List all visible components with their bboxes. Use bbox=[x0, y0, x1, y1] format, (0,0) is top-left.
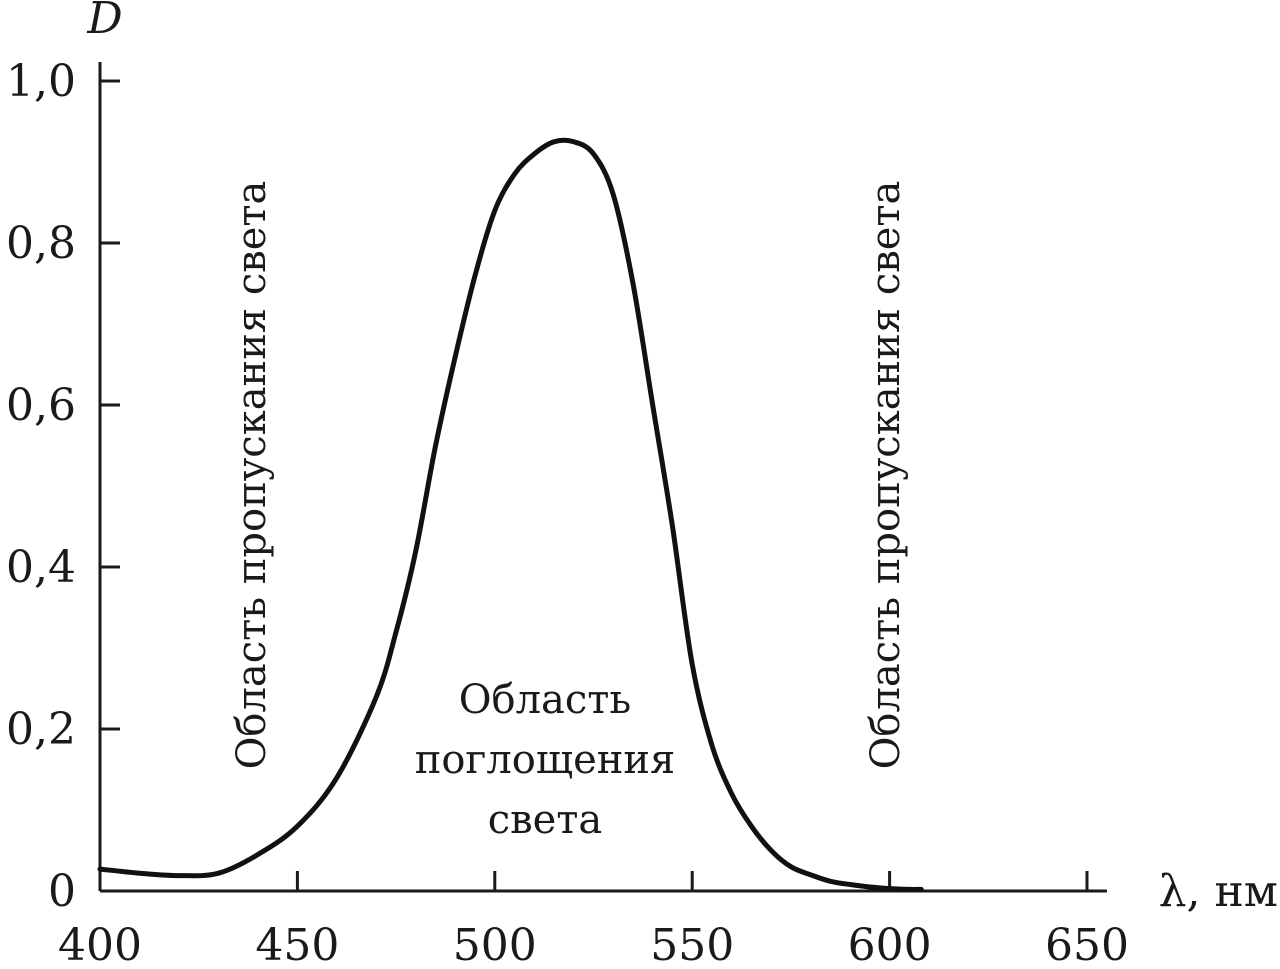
y-axis-title: D bbox=[86, 0, 122, 44]
x-tick-label: 400 bbox=[58, 920, 142, 969]
y-tick-label: 0 bbox=[48, 866, 76, 917]
axes bbox=[98, 62, 1107, 893]
absorption-curve bbox=[97, 137, 924, 892]
y-tick-label: 0,4 bbox=[6, 542, 76, 593]
labels: 400 450 500 550 600 650 0 0,2 0,4 0,6 0,8 1,0Dλ, нм… bbox=[6, 0, 1278, 969]
transmission-region-right-label: Область пропускания света bbox=[863, 181, 909, 770]
x-tick-label: 550 bbox=[650, 920, 734, 969]
x-tick-label: 500 bbox=[453, 920, 537, 969]
y-tick-label: 0,6 bbox=[6, 380, 76, 431]
x-tick-label: 450 bbox=[255, 920, 339, 969]
absorption-region-label-line: Область bbox=[459, 677, 631, 723]
curve-layer bbox=[97, 137, 924, 892]
y-tick-label: 0,2 bbox=[6, 704, 76, 755]
absorption-region-label-line: света bbox=[488, 797, 603, 843]
y-tick-label: 0,8 bbox=[6, 218, 76, 269]
y-tick-label: 1,0 bbox=[6, 56, 76, 107]
x-tick-label: 600 bbox=[848, 920, 932, 969]
absorption-region-label-line: поглощения bbox=[415, 737, 676, 783]
x-tick-label: 650 bbox=[1045, 920, 1129, 969]
transmission-region-left-label: Область пропускания света bbox=[229, 181, 275, 770]
x-axis-title: λ, нм bbox=[1159, 866, 1278, 917]
